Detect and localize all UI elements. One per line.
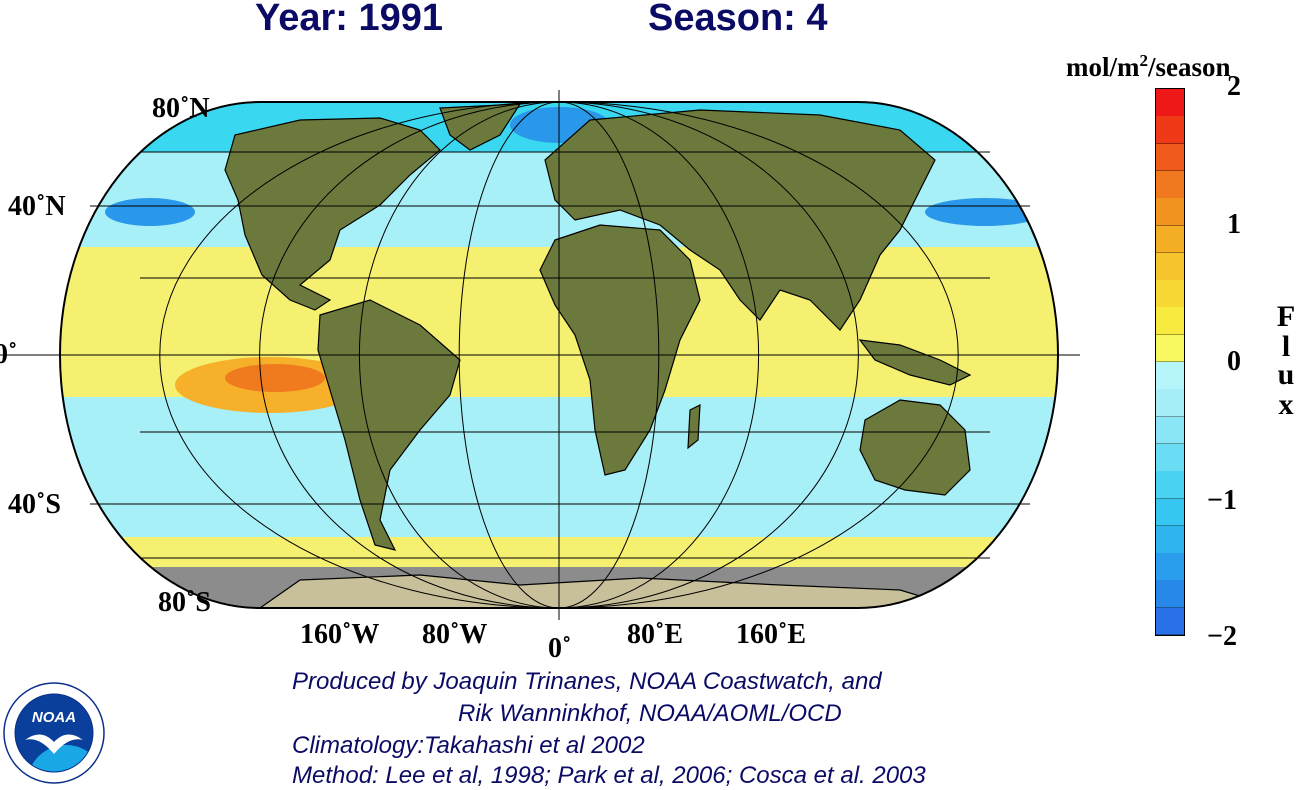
- colorbar-segment: [1156, 416, 1184, 445]
- colorbar-segment: [1156, 225, 1184, 254]
- credit-line-1: Produced by Joaquin Trinanes, NOAA Coast…: [292, 668, 882, 695]
- season-title: Season: 4: [648, 0, 828, 39]
- eurasia: [544, 109, 936, 331]
- lon-label-160e: 160˚E: [736, 619, 806, 650]
- lon-label-80w: 80˚W: [422, 619, 488, 650]
- colorbar-segment: [1156, 362, 1184, 390]
- colorbar-segment: [1156, 89, 1184, 117]
- lat-label-80n: 80˚N: [152, 93, 210, 124]
- credit-line-4: Method: Lee et al, 1998; Park et al, 200…: [292, 762, 926, 789]
- lat-label-40s: 40˚S: [8, 489, 61, 520]
- colorbar-segment: [1156, 607, 1184, 636]
- maritime-southeast-asia: [858, 339, 972, 386]
- colorbar-segment: [1156, 116, 1184, 145]
- north-america: [224, 117, 441, 311]
- colorbar-segment: [1156, 143, 1184, 172]
- south-america: [317, 299, 461, 551]
- colorbar-tick-minus1: −1: [1207, 485, 1237, 516]
- greenland: [439, 103, 522, 151]
- north-pacific-sink: [105, 198, 195, 226]
- colorbar-segment: [1156, 170, 1184, 199]
- equatorial-pacific-source: [175, 357, 365, 413]
- colorbar-tick-2: 2: [1227, 71, 1241, 102]
- colorbar-segment: [1156, 553, 1184, 581]
- colorbar-segment: [1156, 334, 1184, 363]
- svg-text:NOAA: NOAA: [32, 709, 76, 726]
- colorbar-unit-label: mol/m2/season: [1066, 51, 1231, 82]
- colorbar-tick-minus2: −2: [1207, 621, 1237, 652]
- colorbar-segment: [1156, 280, 1184, 308]
- africa: [539, 224, 701, 476]
- colorbar-segment: [1156, 252, 1184, 281]
- madagascar: [687, 404, 701, 450]
- year-title: Year: 1991: [255, 0, 444, 39]
- lon-label-0: 0˚: [548, 633, 572, 664]
- northwest-pacific-sink: [925, 198, 1045, 226]
- colorbar-tick-0: 0: [1227, 346, 1241, 377]
- colorbar-segment: [1156, 443, 1184, 472]
- colorbar-title-letter: x: [1278, 388, 1294, 421]
- lat-label-40n: 40˚N: [8, 191, 66, 222]
- continents: [224, 103, 972, 608]
- colorbar-segment: [1156, 307, 1184, 336]
- noaa-logo: NOAA: [3, 682, 105, 784]
- lat-label-80s: 80˚S: [158, 587, 211, 618]
- colorbar-segment: [1156, 498, 1184, 527]
- colorbar-tick-1: 1: [1227, 209, 1241, 240]
- lon-label-80e: 80˚E: [627, 619, 683, 650]
- colorbar: [1155, 88, 1185, 636]
- colorbar-title-letter: l: [1281, 330, 1291, 363]
- credit-line-3: Climatology:Takahashi et al 2002: [292, 732, 645, 759]
- colorbar-title-letter: u: [1277, 358, 1295, 391]
- graticule: [0, 90, 1080, 620]
- colorbar-title-letter: F: [1276, 300, 1296, 333]
- colorbar-segment: [1156, 198, 1184, 226]
- colorbar-segment: [1156, 471, 1184, 499]
- colorbar-segment: [1156, 525, 1184, 554]
- colorbar-segment: [1156, 389, 1184, 418]
- australia: [859, 399, 971, 496]
- credit-line-2: Rik Wanninkhof, NOAA/AOML/OCD: [458, 700, 842, 727]
- lon-label-160w: 160˚W: [300, 619, 380, 650]
- colorbar-segment: [1156, 580, 1184, 609]
- lat-label-equator: 0˚: [0, 339, 18, 370]
